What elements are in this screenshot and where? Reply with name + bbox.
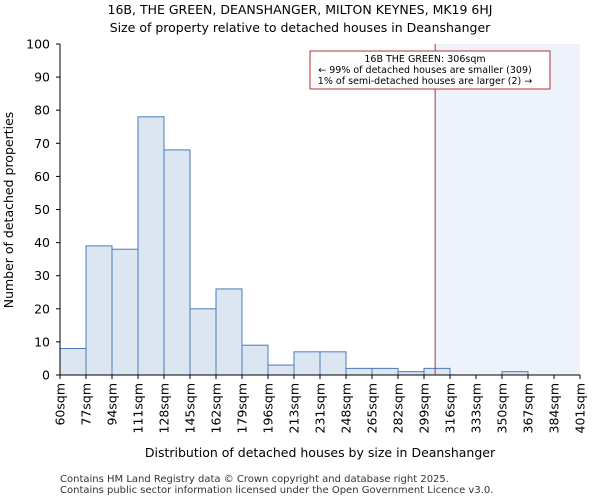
histogram-bar — [137, 116, 165, 376]
x-tick-label: 196sqm — [261, 383, 276, 433]
x-tick-label: 145sqm — [183, 383, 198, 433]
x-tick-label: 162sqm — [209, 383, 224, 433]
x-tick-label: 128sqm — [157, 383, 172, 433]
x-tick-label: 333sqm — [469, 383, 484, 433]
x-tick-label: 367sqm — [521, 383, 536, 433]
x-tick-label: 77sqm — [79, 383, 94, 426]
highlight-region — [435, 44, 580, 375]
annotation-text: 1% of semi-detached houses are larger (2… — [318, 76, 532, 87]
x-tick-label: 248sqm — [339, 383, 354, 433]
chart-title: 16B, THE GREEN, DEANSHANGER, MILTON KEYN… — [107, 2, 493, 17]
y-tick-label: 70 — [34, 136, 50, 151]
y-tick-label: 60 — [34, 169, 50, 184]
x-tick-label: 350sqm — [495, 383, 510, 433]
x-tick-label: 401sqm — [573, 383, 588, 433]
x-tick-label: 94sqm — [105, 383, 120, 426]
histogram-bar — [111, 248, 139, 376]
x-tick-label: 213sqm — [287, 383, 302, 433]
footer-licence: Contains public sector information licen… — [60, 485, 494, 496]
histogram-bar — [163, 149, 191, 376]
footer-copyright: Contains HM Land Registry data © Crown c… — [60, 474, 449, 485]
histogram-bar — [59, 348, 87, 376]
x-tick-label: 282sqm — [391, 383, 406, 433]
y-tick-label: 80 — [34, 103, 50, 118]
histogram-bar — [423, 367, 451, 376]
histogram-bar — [241, 344, 269, 376]
y-tick-label: 20 — [34, 301, 50, 316]
y-tick-label: 30 — [34, 268, 50, 283]
x-tick-label: 299sqm — [417, 383, 432, 433]
histogram-bar — [85, 245, 113, 376]
annotation-text: 16B THE GREEN: 306sqm — [364, 54, 485, 65]
annotation-text: ← 99% of detached houses are smaller (30… — [318, 65, 531, 76]
histogram-bar — [215, 288, 243, 376]
x-tick-label: 179sqm — [235, 383, 250, 433]
histogram-bar — [319, 351, 347, 376]
histogram-bar — [267, 364, 295, 376]
y-tick-label: 10 — [34, 334, 50, 349]
histogram-bar — [189, 308, 217, 376]
y-axis-label: Number of detached properties — [1, 112, 16, 309]
histogram-bar — [371, 367, 399, 376]
x-tick-label: 265sqm — [365, 383, 380, 433]
chart-subtitle: Size of property relative to detached ho… — [109, 20, 491, 35]
annotation-box — [309, 50, 551, 90]
x-tick-label: 384sqm — [547, 383, 562, 433]
x-tick-label: 111sqm — [131, 383, 146, 433]
histogram-bar — [345, 367, 373, 376]
y-tick-label: 90 — [34, 70, 50, 85]
x-tick-label: 231sqm — [313, 383, 328, 433]
y-tick-label: 0 — [42, 368, 50, 383]
histogram-bar — [293, 351, 321, 376]
y-tick-label: 50 — [34, 202, 50, 217]
x-axis-label: Distribution of detached houses by size … — [145, 445, 496, 460]
x-tick-label: 60sqm — [53, 383, 68, 426]
y-tick-label: 40 — [34, 235, 50, 250]
y-tick-label: 100 — [26, 37, 50, 52]
x-tick-label: 316sqm — [443, 383, 458, 433]
